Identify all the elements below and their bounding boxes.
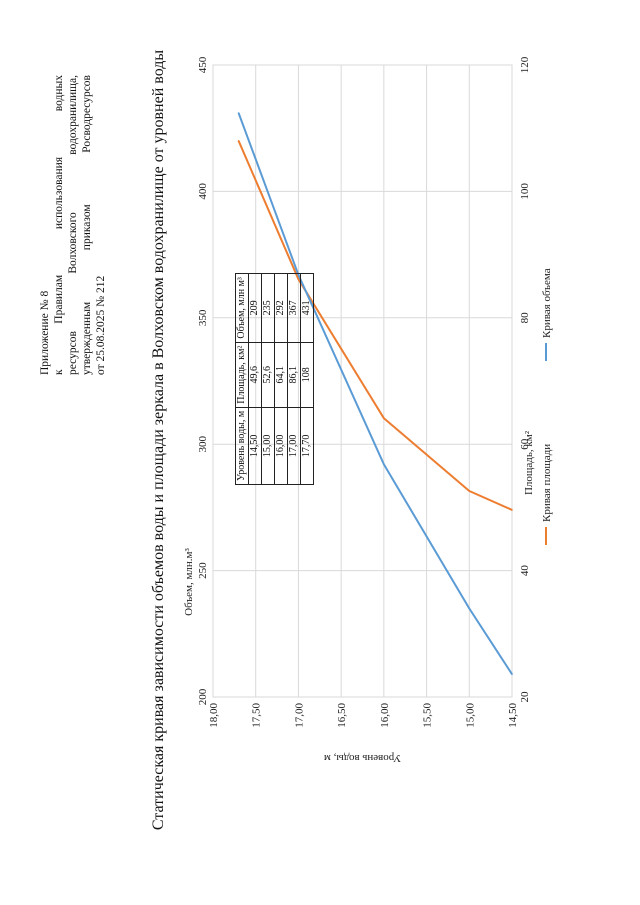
x-bottom-axis-ticks: 20 40 60 80 100 120 Площадь, км²: [519, 56, 535, 702]
y-tick-label: 17,50: [251, 703, 263, 728]
x-bottom-tick-label: 80: [519, 312, 531, 324]
data-point: [511, 673, 513, 676]
x-top-tick-label: 350: [197, 309, 209, 326]
table-cell: 17,70: [300, 407, 314, 485]
y-tick-label: 14,50: [507, 703, 519, 728]
chart-grid: [212, 64, 513, 698]
x-top-tick-label: 300: [197, 435, 209, 452]
table-row: 15,00 52,6 235: [261, 273, 275, 485]
x-bottom-tick-label: 20: [519, 691, 531, 703]
x-top-tick-label: 200: [197, 688, 209, 705]
y-tick-label: 16,00: [379, 703, 391, 728]
data-point: [383, 417, 385, 420]
table-row: 14,50 49,6 209: [248, 273, 262, 485]
legend-label: Кривая площади: [541, 444, 553, 522]
table-cell: 108: [300, 342, 314, 408]
table-cell: 15,00: [261, 407, 275, 485]
data-point: [468, 490, 471, 492]
y-tick-label: 16,50: [336, 703, 348, 728]
data-point: [511, 509, 513, 511]
table-cell: 367: [287, 273, 301, 343]
table-row: 17,00 86,1 367: [287, 273, 301, 485]
table-cell: 52,6: [261, 342, 275, 408]
table-header-cell: Площадь, км²: [235, 342, 249, 408]
x-top-axis-label: Объем, млн.м³: [183, 547, 195, 615]
y-tick-label: 15,50: [422, 703, 434, 728]
table-cell: 86,1: [287, 342, 301, 408]
x-bottom-tick-label: 100: [519, 183, 531, 200]
y-axis-ticks: 14,50 15,00 15,50 16,00 16,50 17,00 17,50 18,00…: [208, 703, 519, 765]
table-header-cell: Уровень воды, м: [235, 407, 249, 485]
data-table: Уровень воды, м Площадь, км² Объем, млн м³…: [235, 273, 314, 485]
table-row: 17,70 108 431: [300, 273, 314, 485]
x-top-tick-label: 400: [197, 183, 209, 200]
table-row: 16,00 64,1 292: [274, 273, 288, 485]
table-cell: 292: [274, 273, 288, 343]
x-bottom-tick-label: 120: [519, 56, 531, 73]
table-header-cell: Объем, млн м³: [235, 273, 249, 343]
x-bottom-axis-label: Площадь, км²: [523, 430, 535, 495]
table-cell: 64,1: [274, 342, 288, 408]
data-point: [297, 274, 300, 276]
x-bottom-tick-label: 60: [519, 438, 531, 450]
table-cell: 14,50: [248, 407, 262, 485]
data-point: [237, 140, 240, 142]
table-cell: 49,6: [248, 342, 262, 408]
y-tick-label: 17,00: [293, 703, 305, 728]
y-axis-label: Уровень воды, м: [324, 752, 401, 764]
data-point: [237, 112, 240, 114]
y-tick-label: 15,00: [464, 703, 476, 728]
x-bottom-tick-label: 40: [519, 565, 531, 577]
x-top-axis-ticks: 200 250 300 350 400 450 Объем, млн.м³: [183, 56, 209, 705]
chart-legend: Кривая площади Кривая объема: [541, 268, 553, 545]
data-point: [383, 463, 385, 466]
data-point: [297, 278, 300, 281]
x-top-tick-label: 450: [197, 56, 209, 73]
y-tick-label: 18,00: [208, 703, 220, 728]
table-cell: 16,00: [274, 407, 288, 485]
series-lines: [237, 112, 513, 676]
table-cell: 235: [261, 273, 275, 343]
legend-label: Кривая объема: [541, 268, 553, 338]
table-cell: 209: [248, 273, 262, 343]
x-top-tick-label: 250: [197, 562, 209, 579]
table-cell: 431: [300, 273, 314, 343]
data-point: [468, 607, 471, 610]
table-cell: 17,00: [287, 407, 301, 485]
